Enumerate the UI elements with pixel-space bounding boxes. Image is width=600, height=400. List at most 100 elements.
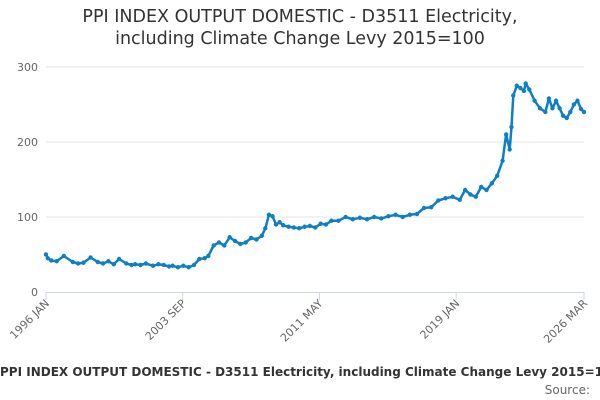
- data-point[interactable]: [297, 226, 302, 231]
- data-point[interactable]: [429, 205, 434, 210]
- data-point[interactable]: [75, 261, 81, 266]
- data-point[interactable]: [100, 261, 106, 266]
- data-point[interactable]: [156, 262, 161, 267]
- data-point[interactable]: [161, 262, 166, 268]
- data-point[interactable]: [286, 224, 291, 229]
- data-point[interactable]: [518, 85, 523, 91]
- data-point[interactable]: [270, 214, 275, 219]
- data-point[interactable]: [263, 226, 268, 231]
- data-point[interactable]: [509, 124, 514, 130]
- data-point[interactable]: [273, 222, 279, 227]
- data-point[interactable]: [400, 214, 405, 220]
- data-point[interactable]: [532, 98, 537, 103]
- data-point[interactable]: [138, 262, 143, 268]
- data-point[interactable]: [124, 261, 129, 266]
- series-line[interactable]: [44, 82, 586, 269]
- legend-item[interactable]: PPI INDEX OUTPUT DOMESTIC - D3511 Electr…: [0, 365, 600, 379]
- data-point[interactable]: [222, 243, 227, 248]
- data-point[interactable]: [557, 106, 562, 111]
- data-point[interactable]: [238, 241, 243, 247]
- data-point[interactable]: [88, 255, 93, 260]
- data-point[interactable]: [386, 214, 391, 219]
- data-point[interactable]: [436, 198, 441, 203]
- data-point[interactable]: [564, 115, 569, 121]
- data-point[interactable]: [546, 96, 552, 101]
- data-point[interactable]: [495, 173, 500, 178]
- data-point[interactable]: [211, 243, 216, 248]
- data-point[interactable]: [170, 263, 175, 268]
- data-point[interactable]: [95, 259, 100, 265]
- data-point[interactable]: [350, 217, 355, 222]
- data-point[interactable]: [318, 221, 323, 226]
- data-point[interactable]: [143, 261, 149, 266]
- data-point[interactable]: [500, 158, 505, 163]
- data-point[interactable]: [379, 216, 384, 221]
- data-point[interactable]: [503, 132, 509, 137]
- data-point[interactable]: [206, 253, 211, 259]
- data-point[interactable]: [254, 237, 259, 242]
- data-point[interactable]: [175, 265, 181, 270]
- data-point[interactable]: [202, 256, 207, 261]
- data-point[interactable]: [553, 98, 559, 103]
- data-point[interactable]: [186, 265, 191, 270]
- data-point[interactable]: [443, 196, 448, 201]
- data-point[interactable]: [450, 194, 455, 199]
- data-point[interactable]: [571, 102, 577, 107]
- data-point[interactable]: [181, 263, 186, 268]
- data-point[interactable]: [116, 256, 122, 262]
- data-point[interactable]: [302, 224, 307, 229]
- data-point[interactable]: [414, 211, 420, 217]
- data-point[interactable]: [259, 233, 264, 238]
- data-point[interactable]: [578, 106, 584, 112]
- data-point[interactable]: [243, 240, 248, 245]
- data-point[interactable]: [313, 225, 318, 230]
- data-point[interactable]: [521, 88, 527, 94]
- data-point[interactable]: [216, 240, 222, 245]
- data-point[interactable]: [129, 262, 134, 268]
- data-point[interactable]: [323, 222, 329, 227]
- data-point[interactable]: [357, 215, 363, 220]
- data-point[interactable]: [523, 81, 528, 86]
- data-point[interactable]: [371, 214, 377, 220]
- data-point[interactable]: [106, 259, 111, 264]
- data-point[interactable]: [280, 223, 286, 228]
- data-point[interactable]: [111, 262, 116, 267]
- data-point[interactable]: [307, 223, 313, 229]
- data-point[interactable]: [343, 214, 348, 220]
- data-point[interactable]: [575, 98, 580, 103]
- data-point[interactable]: [421, 205, 427, 211]
- data-point[interactable]: [248, 235, 254, 241]
- data-point[interactable]: [527, 87, 532, 92]
- data-point[interactable]: [232, 238, 238, 244]
- data-point[interactable]: [581, 109, 587, 115]
- data-point[interactable]: [61, 253, 67, 259]
- data-point[interactable]: [560, 113, 566, 118]
- data-point[interactable]: [70, 259, 75, 265]
- data-point[interactable]: [291, 225, 297, 230]
- data-point[interactable]: [277, 220, 282, 225]
- data-point[interactable]: [489, 181, 495, 186]
- data-point[interactable]: [54, 259, 59, 264]
- data-point[interactable]: [484, 187, 489, 193]
- data-point[interactable]: [227, 235, 232, 240]
- data-point[interactable]: [364, 217, 370, 222]
- data-point[interactable]: [457, 197, 462, 202]
- data-point[interactable]: [45, 256, 50, 261]
- data-point[interactable]: [329, 218, 334, 223]
- data-point[interactable]: [568, 109, 573, 115]
- data-point[interactable]: [191, 262, 197, 268]
- data-point[interactable]: [550, 106, 555, 111]
- data-point[interactable]: [407, 212, 413, 217]
- data-point[interactable]: [132, 262, 138, 267]
- data-point[interactable]: [468, 192, 473, 197]
- data-point[interactable]: [150, 263, 156, 268]
- data-point[interactable]: [473, 194, 479, 199]
- data-point[interactable]: [49, 258, 54, 263]
- data-point[interactable]: [81, 260, 86, 265]
- data-point[interactable]: [462, 187, 468, 193]
- data-point[interactable]: [197, 256, 202, 262]
- data-point[interactable]: [166, 264, 172, 269]
- data-point[interactable]: [537, 106, 543, 111]
- data-point[interactable]: [266, 212, 272, 217]
- data-point[interactable]: [336, 218, 341, 223]
